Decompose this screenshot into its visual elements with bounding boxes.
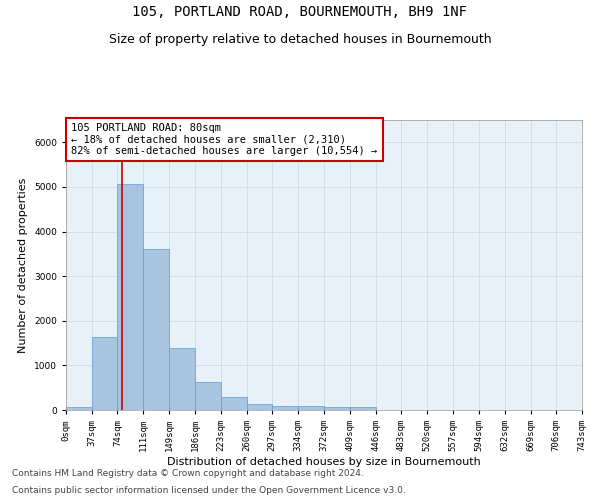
Bar <box>247 404 272 410</box>
Bar <box>143 250 169 410</box>
Bar <box>221 397 247 410</box>
Bar <box>169 348 195 410</box>
Text: Contains public sector information licensed under the Open Government Licence v3: Contains public sector information licen… <box>12 486 406 495</box>
Bar <box>195 382 221 410</box>
Y-axis label: Number of detached properties: Number of detached properties <box>19 178 28 352</box>
Bar <box>298 406 325 410</box>
Bar <box>118 184 143 410</box>
Text: 105 PORTLAND ROAD: 80sqm
← 18% of detached houses are smaller (2,310)
82% of sem: 105 PORTLAND ROAD: 80sqm ← 18% of detach… <box>71 123 377 156</box>
Bar <box>350 407 376 410</box>
Bar <box>325 408 350 410</box>
Bar <box>66 407 92 410</box>
Text: Contains HM Land Registry data © Crown copyright and database right 2024.: Contains HM Land Registry data © Crown c… <box>12 468 364 477</box>
Text: 105, PORTLAND ROAD, BOURNEMOUTH, BH9 1NF: 105, PORTLAND ROAD, BOURNEMOUTH, BH9 1NF <box>133 5 467 19</box>
Text: Size of property relative to detached houses in Bournemouth: Size of property relative to detached ho… <box>109 32 491 46</box>
X-axis label: Distribution of detached houses by size in Bournemouth: Distribution of detached houses by size … <box>167 457 481 467</box>
Bar <box>272 406 298 410</box>
Bar <box>92 338 118 410</box>
